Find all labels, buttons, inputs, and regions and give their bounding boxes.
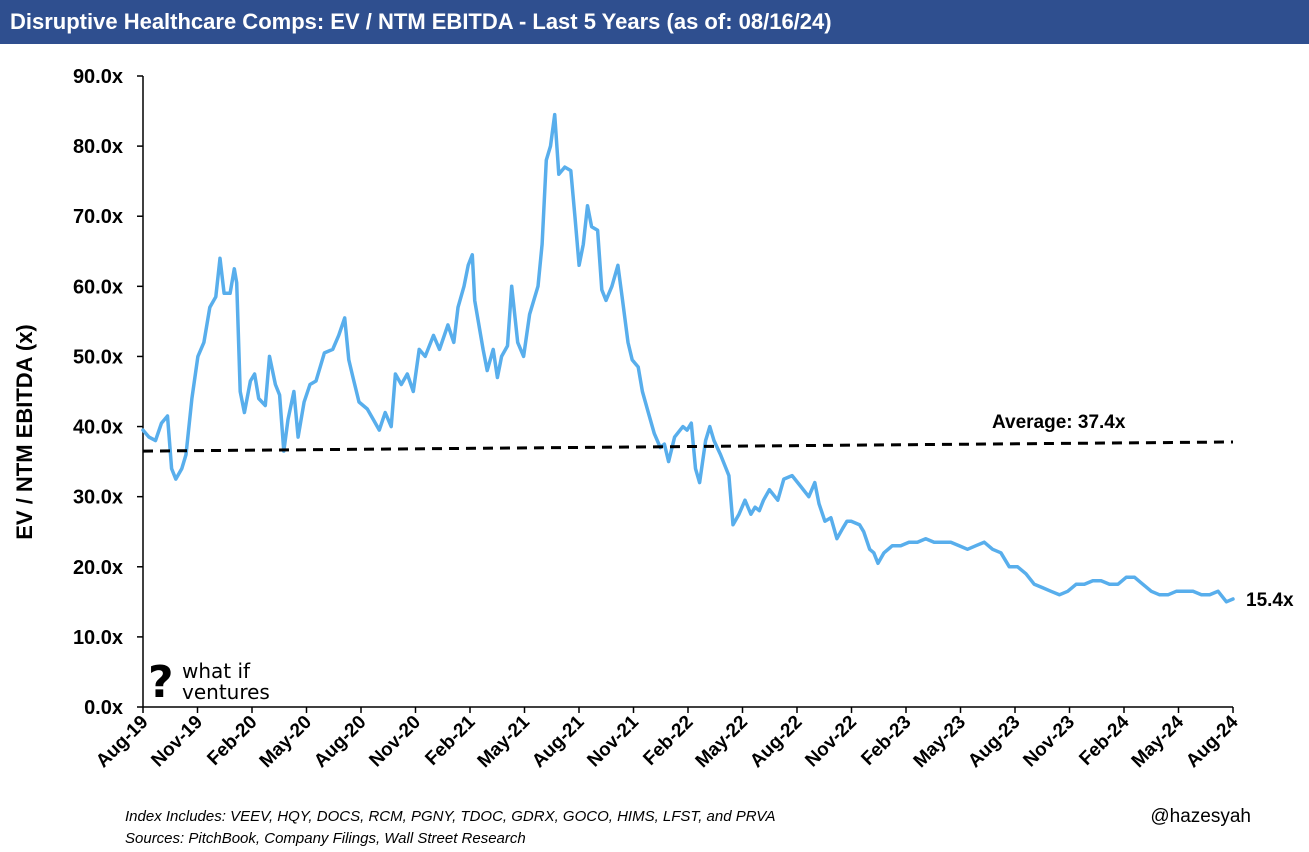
x-tick-label: Aug-22 (746, 712, 806, 772)
x-tick-label: Aug-20 (310, 712, 370, 772)
series-layer: 15.4x (141, 112, 1294, 611)
y-tick-label: 80.0x (73, 136, 123, 158)
x-tick-label: Aug-19 (92, 712, 152, 772)
x-tick-label: Nov-21 (583, 711, 643, 771)
average-layer: Average: 37.4x (142, 412, 1234, 453)
x-tick-label: Nov-23 (1019, 712, 1079, 772)
x-tick-label: Feb-22 (639, 712, 697, 770)
x-tick-label: Nov-22 (801, 712, 861, 772)
y-tick-label: 10.0x (73, 627, 123, 649)
x-tick-label: Aug-24 (1182, 711, 1243, 772)
x-tick-label: Aug-21 (528, 711, 589, 772)
last-value-label: 15.4x (1246, 590, 1294, 611)
chart-title: Disruptive Healthcare Comps: EV / NTM EB… (10, 9, 832, 34)
index-footnote: Index Includes: VEEV, HQY, DOCS, RCM, PG… (125, 808, 776, 825)
y-tick-label: 0.0x (84, 697, 123, 719)
x-tick-label: May-22 (692, 712, 752, 772)
x-tick-label: Nov-20 (365, 712, 425, 772)
x-tick-label: Feb-20 (203, 712, 261, 770)
y-axis: 0.0x 10.0x 20.0x 30.0x 40.0x 50.0x 60.0x 70.0x 8… (73, 66, 144, 719)
chart-title-bar: Disruptive Healthcare Comps: EV / NTM EB… (0, 0, 1309, 44)
x-tick-label: May-24 (1128, 711, 1189, 772)
average-dashed-line (142, 440, 1234, 453)
y-tick-label: 40.0x (73, 417, 123, 439)
y-axis-title: EV / NTM EBITDA (x) (12, 324, 37, 540)
logo-line-2: ventures (182, 680, 270, 704)
logo-line-1: what if (182, 659, 251, 683)
x-tick-label: May-21 (474, 711, 535, 772)
y-tick-label: 60.0x (73, 276, 123, 298)
average-label: Average: 37.4x (992, 412, 1126, 433)
x-tick-label: Feb-21 (421, 711, 479, 769)
x-tick-label: Nov-19 (147, 712, 207, 772)
ev-ebitda-series-line (141, 112, 1235, 604)
y-tick-label: 50.0x (73, 346, 123, 368)
what-if-ventures-logo: ? what if ventures (148, 657, 270, 708)
x-tick-label: Feb-24 (1075, 711, 1133, 769)
x-tick-label: May-23 (910, 712, 970, 772)
sources-footnote: Sources: PitchBook, Company Filings, Wal… (125, 830, 526, 847)
y-tick-label: 70.0x (73, 206, 123, 228)
x-axis: Aug-19Nov-19Feb-20May-20Aug-20Nov-20Feb-… (92, 706, 1243, 772)
x-tick-label: Aug-23 (964, 712, 1024, 772)
y-tick-label: 90.0x (73, 66, 123, 88)
y-tick-label: 20.0x (73, 557, 123, 579)
ev-ebitda-line-chart: EV / NTM EBITDA (x) 0.0x 10.0x 20.0x 30.0x 4… (12, 66, 1294, 772)
x-tick-label: May-20 (256, 712, 316, 772)
author-handle: @hazesyah (1150, 806, 1251, 827)
question-mark-icon: ? (148, 657, 174, 708)
y-tick-label: 30.0x (73, 487, 123, 509)
x-tick-label: Feb-23 (857, 712, 915, 770)
